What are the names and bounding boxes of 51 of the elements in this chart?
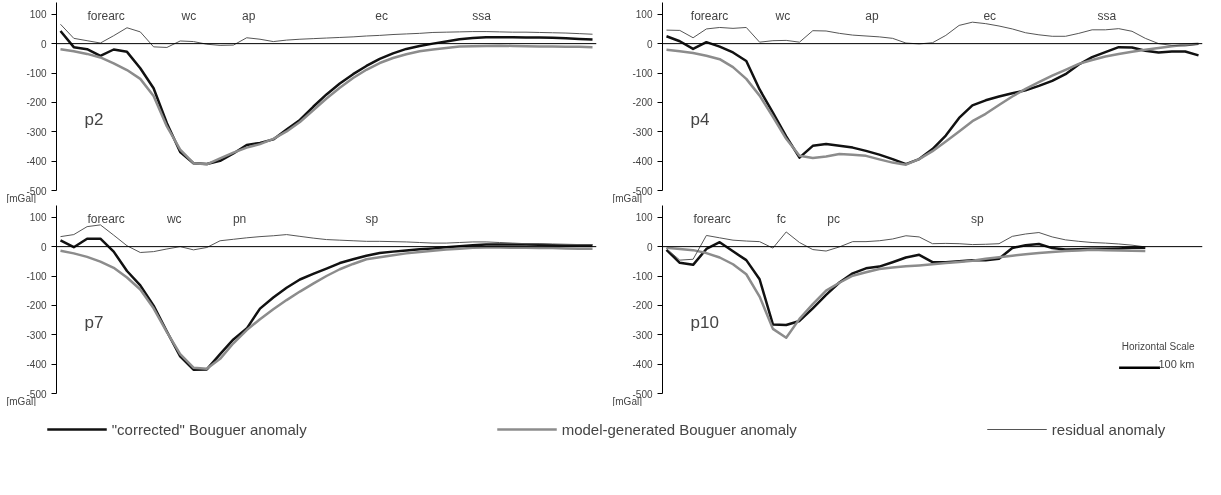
y-tick-label: 0 [40,38,47,50]
y-tick-label: -300 [26,329,47,341]
annotation: 100 km [1158,357,1195,370]
annotation: Horizontal Scale [1121,340,1195,352]
y-tick-label: -400 [632,359,653,371]
y-tick-label: -200 [632,300,653,312]
y-tick-label: 0 [646,38,653,50]
y-tick-label: -400 [632,156,653,168]
annotation: forearc [693,211,731,226]
annotation: ap [242,8,256,23]
y-tick-label: -200 [26,97,47,109]
text: p7 [84,312,104,332]
annotation: sp [365,211,379,226]
text: p4 [690,109,710,129]
y-tick-label: -100 [632,68,653,79]
y-tick-label: -100 [632,271,653,282]
text: p10 [690,312,719,332]
annotation: sp [970,211,984,226]
annotation: wc [774,8,791,23]
y-tick-label: -200 [26,300,47,312]
y-tick-label: -100 [26,68,47,79]
annotation: ssa [1097,8,1117,23]
text: p2 [84,109,104,129]
y-tick-label: -100 [26,271,47,282]
y-tick-label: 0 [646,241,653,253]
y-tick-label: -400 [26,156,47,168]
legend-label: residual anomaly [1051,420,1166,438]
annotation: forearc [87,211,125,226]
annotation: pn [232,211,247,226]
annotation: forearc [690,8,729,23]
y-tick-label: -300 [632,329,653,341]
y-tick-label: -400 [26,359,47,371]
y-tick-label: -200 [632,97,653,109]
annotation: forearc [87,8,125,23]
legend-label: "corrected" Bouguer anomaly [111,420,307,438]
annotation: wc [180,8,197,23]
y-tick-label: 100 [635,9,653,21]
legend-label: model-generated Bouguer anomaly [561,420,797,438]
annotation: ap [865,8,880,23]
y-tick-label: -300 [26,126,47,138]
y-tick-label: 100 [635,212,653,224]
y-tick-label: 100 [29,9,47,21]
annotation: pc [827,211,841,226]
y-tick-label: 0 [40,241,47,253]
annotation: ec [375,8,388,23]
annotation: wc [165,211,182,226]
annotation: fc [776,211,786,226]
y-tick-label: 100 [29,212,47,224]
annotation: ssa [472,8,492,23]
annotation: ec [983,8,997,23]
y-tick-label: -300 [632,126,653,138]
